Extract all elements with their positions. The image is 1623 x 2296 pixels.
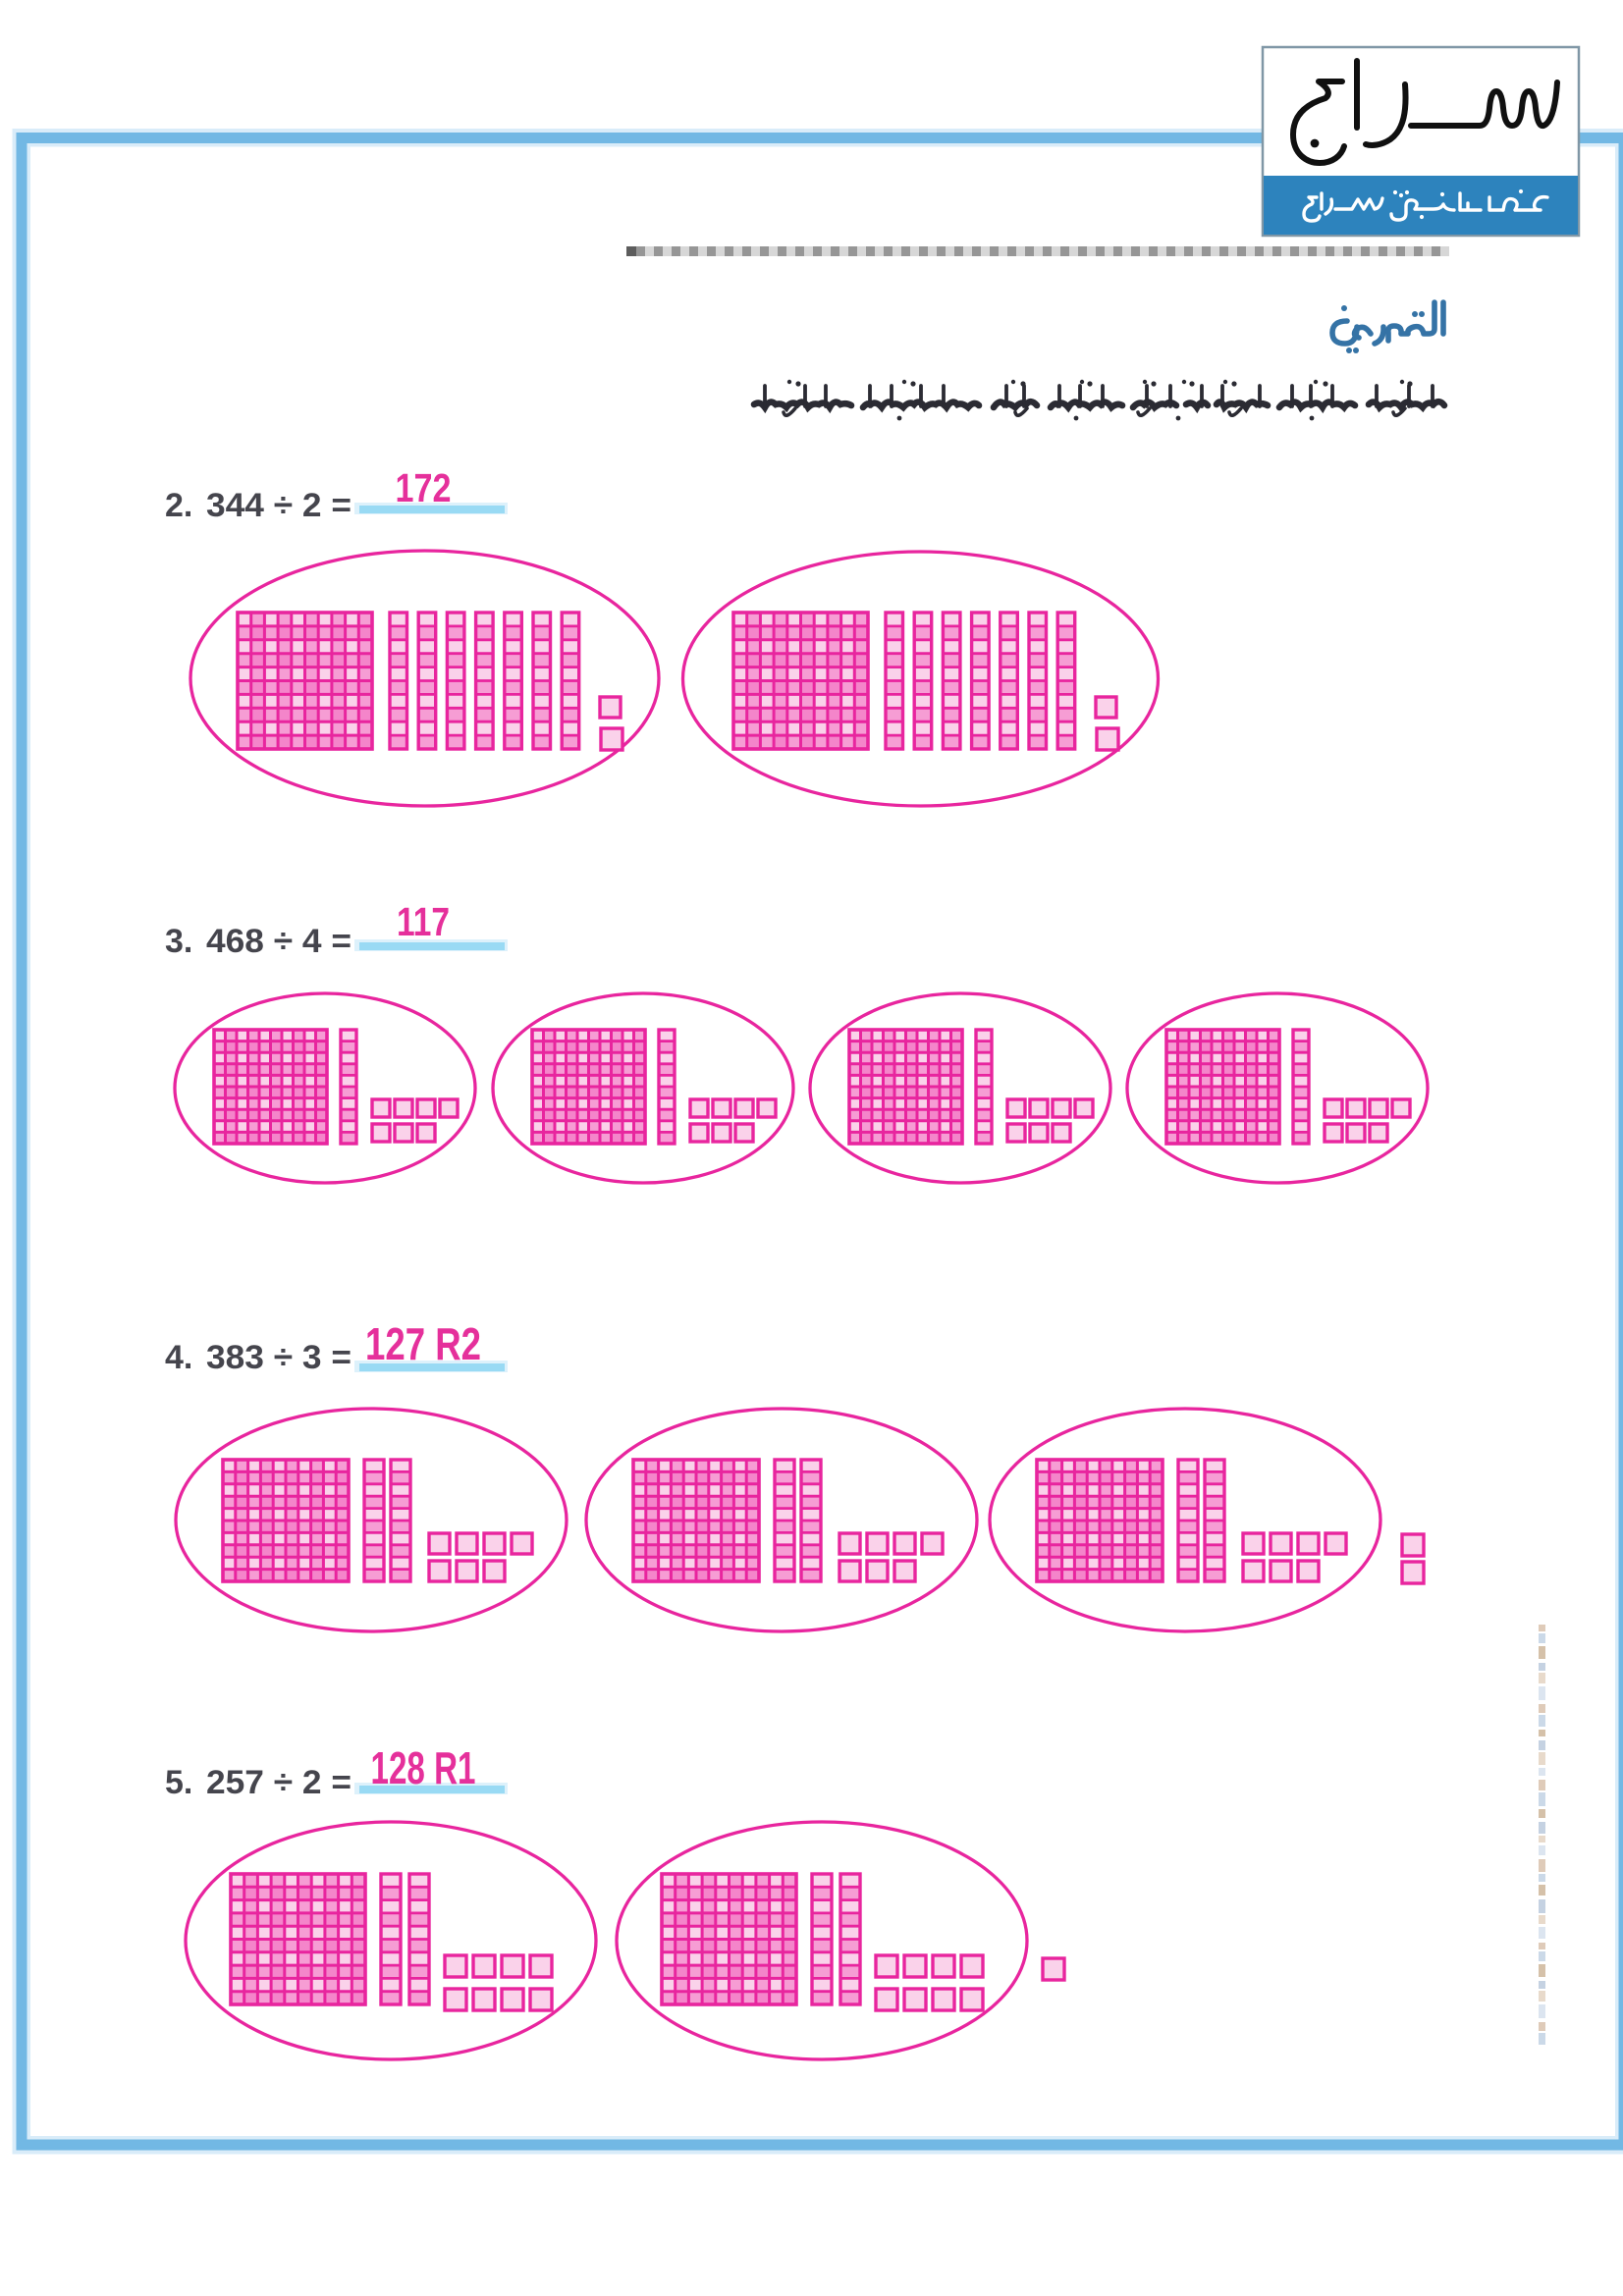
svg-text:128 R1: 128 R1	[371, 1742, 476, 1793]
svg-text:383 ÷ 3 =: 383 ÷ 3 =	[206, 1339, 352, 1376]
svg-text:2.: 2.	[165, 487, 192, 524]
svg-text:257 ÷ 2 =: 257 ÷ 2 =	[206, 1764, 352, 1801]
svg-text:172: 172	[396, 465, 452, 510]
svg-text:344 ÷ 2 =: 344 ÷ 2 =	[206, 487, 352, 524]
svg-text:4.: 4.	[165, 1339, 192, 1376]
svg-text:468 ÷ 4 =: 468 ÷ 4 =	[206, 923, 352, 960]
svg-text:127 R2: 127 R2	[365, 1318, 481, 1369]
svg-text:5.: 5.	[165, 1764, 192, 1801]
svg-text:3.: 3.	[165, 923, 192, 960]
svg-text:117: 117	[397, 899, 450, 944]
